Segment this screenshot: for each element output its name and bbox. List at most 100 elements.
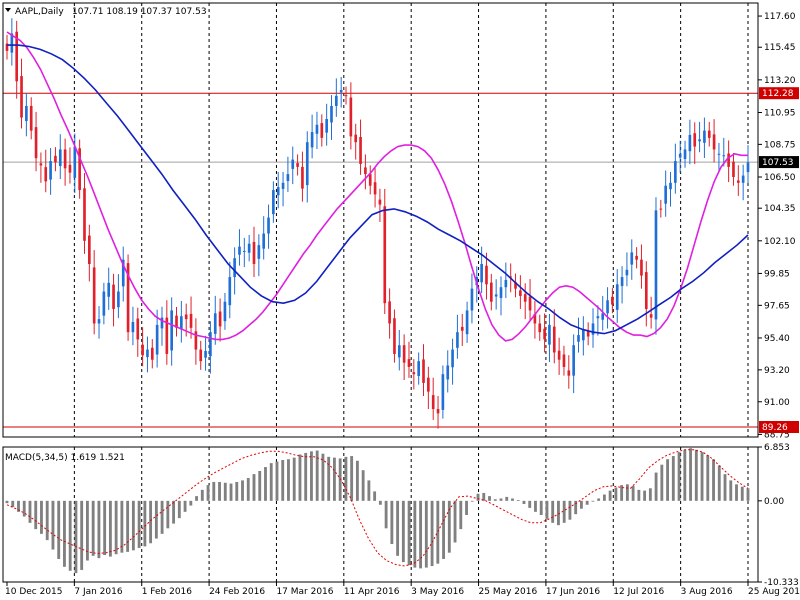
collapse-triangle-icon[interactable] [5, 8, 11, 12]
candle-body [325, 119, 328, 133]
candle-body [393, 318, 396, 354]
macd-bar [723, 474, 727, 501]
macd-bar [637, 489, 641, 501]
candle-body [397, 345, 401, 358]
candle-body [417, 361, 420, 376]
candle-body [601, 313, 605, 320]
macd-bar [361, 470, 365, 501]
candle-body [746, 162, 750, 173]
y-tick-label: 93.20 [764, 366, 790, 376]
macd-bar [189, 500, 193, 506]
macd-bar [120, 500, 124, 553]
macd-bar [430, 500, 434, 567]
candle-body [286, 174, 290, 182]
axis-labels: 10 Dec 2015 7 Jan 2016 1 Feb 2016 24 Feb 20… [5, 12, 800, 597]
candle-body [630, 252, 634, 265]
candle-body [582, 329, 585, 341]
candle-body [20, 76, 23, 118]
candle-body [674, 161, 677, 183]
macd-bar [740, 486, 744, 501]
candle-body [121, 259, 125, 287]
macd-bar [17, 500, 20, 512]
candle-body [465, 310, 469, 335]
candle-body [54, 155, 57, 163]
y-tick-label: 117.60 [764, 12, 796, 22]
y-tick-label: 108.75 [764, 140, 796, 150]
candle-body [78, 148, 81, 191]
candle-body [10, 33, 14, 53]
candle-body [736, 180, 740, 183]
macd-bar [378, 500, 382, 505]
macd-bar [614, 487, 618, 501]
moving-averages [6, 31, 749, 342]
macd-bar [338, 458, 342, 501]
macd-histogram [5, 448, 750, 574]
macd-bar [327, 456, 331, 501]
candle-body [170, 310, 173, 351]
candle-body [194, 331, 198, 350]
y-tick-label: 102.10 [764, 237, 796, 247]
macd-bar [310, 451, 313, 501]
candle-body [58, 149, 62, 166]
macd-bar [350, 456, 354, 501]
candle-body [586, 331, 590, 337]
x-tick-label: 3 May 2016 [411, 587, 464, 597]
macd-bar [218, 481, 221, 501]
macd-bar [620, 485, 624, 501]
macd-bar [355, 460, 359, 501]
candle-body [509, 276, 513, 278]
macd-bar [235, 481, 239, 501]
candle-body [349, 97, 353, 137]
macd-bar [528, 500, 532, 508]
macd-bar [602, 494, 606, 501]
candle-body [717, 153, 721, 155]
macd-bar [597, 498, 601, 501]
candle-body [141, 344, 144, 356]
macd-bar [114, 500, 118, 555]
macd-bar [74, 500, 78, 574]
macd-bar [126, 500, 130, 552]
macd-bar [172, 500, 176, 524]
candle-body [504, 279, 508, 288]
vertical-gridlines [73, 3, 749, 582]
y-tick-label: 115.45 [764, 43, 796, 53]
candle-body [528, 296, 532, 311]
macd-bar [321, 453, 325, 501]
candle-body [480, 264, 483, 283]
candle-body [446, 365, 450, 380]
macd-bar [246, 478, 250, 501]
candle-body [456, 332, 459, 348]
macd-bar [505, 496, 509, 501]
candle-body [620, 277, 624, 287]
macd-bar [344, 456, 348, 501]
macd-bar [166, 500, 170, 529]
candle-body [296, 163, 299, 167]
macd-bar [298, 454, 302, 501]
macd-bar [28, 500, 32, 523]
candle-body [577, 335, 580, 342]
candle-body [732, 161, 735, 178]
candle-body [615, 284, 619, 310]
candle-body [276, 187, 280, 196]
x-tick-label: 24 Feb 2016 [209, 587, 265, 597]
macd-bar [143, 500, 147, 547]
candle-body [34, 127, 38, 159]
candle-body [596, 316, 600, 319]
candle-body [126, 263, 130, 333]
x-tick-label: 17 Mar 2016 [276, 587, 333, 597]
candle-body [378, 199, 382, 205]
candle-body [402, 345, 406, 363]
macd-bar [706, 455, 710, 501]
macd-bar [223, 482, 227, 501]
y-tick-label: 91.00 [764, 398, 790, 408]
macd-bar [459, 500, 463, 530]
macd-bar [413, 500, 417, 568]
chart-frames [2, 2, 759, 583]
macd-plot-frame [2, 446, 759, 583]
macd-bar [229, 483, 233, 501]
candle-body [683, 149, 687, 160]
candle-body [606, 300, 609, 314]
candle-body [514, 282, 517, 289]
x-tick-label: 3 Aug 2016 [681, 587, 733, 597]
